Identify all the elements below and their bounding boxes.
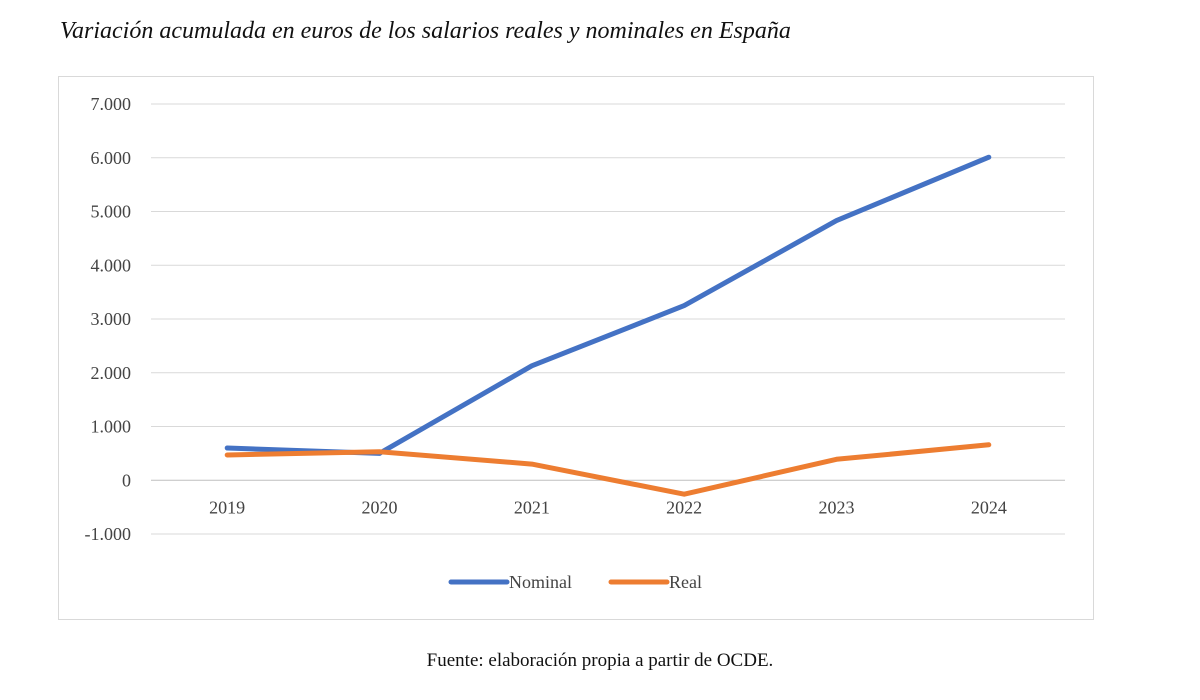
y-tick-label: 4.000 — [91, 255, 132, 275]
x-tick-label: 2021 — [514, 497, 550, 517]
legend: Nominal Real — [448, 572, 702, 592]
series-lines — [224, 154, 992, 497]
y-tick-label: -1.000 — [85, 524, 132, 544]
chart-title: Variación acumulada en euros de los sala… — [60, 18, 791, 44]
y-tick-label: 6.000 — [91, 148, 132, 168]
x-axis-tick-labels: 2019 2020 2021 2022 2023 2024 — [209, 497, 1007, 517]
legend-label-real: Real — [669, 572, 702, 592]
series-line-real — [224, 442, 992, 497]
x-tick-label: 2023 — [819, 497, 855, 517]
gridlines — [151, 103, 1065, 535]
line-chart: 7.000 6.000 5.000 4.000 3.000 2.000 1.000 0 -1.0… — [85, 94, 1065, 592]
source-note: Fuente: elaboración propia a partir de O… — [426, 650, 774, 671]
y-tick-label: 2.000 — [91, 363, 132, 383]
legend-label-nominal: Nominal — [509, 572, 572, 592]
y-tick-label: 7.000 — [91, 94, 132, 114]
y-tick-label: 0 — [122, 470, 131, 490]
y-axis-tick-labels: 7.000 6.000 5.000 4.000 3.000 2.000 1.000 0 -1.0… — [85, 94, 132, 544]
x-tick-label: 2022 — [666, 497, 702, 517]
y-tick-label: 1.000 — [91, 417, 132, 437]
chart-area: 7.000 6.000 5.000 4.000 3.000 2.000 1.000 0 -1.0… — [58, 76, 1094, 620]
x-tick-label: 2020 — [362, 497, 398, 517]
y-tick-label: 5.000 — [91, 202, 132, 222]
y-tick-label: 3.000 — [91, 309, 132, 329]
series-line-nominal — [224, 154, 992, 456]
x-tick-label: 2024 — [971, 497, 1007, 517]
x-tick-label: 2019 — [209, 497, 245, 517]
